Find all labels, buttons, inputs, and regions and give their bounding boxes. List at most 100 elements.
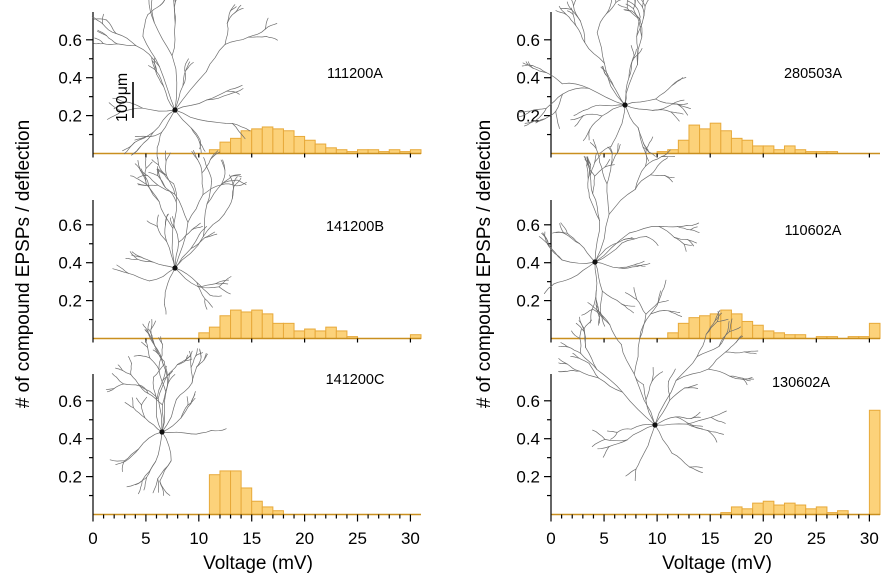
- scale-bar-label: 100μm: [114, 73, 131, 122]
- dendrite: [560, 8, 572, 10]
- dendrite: [604, 439, 628, 442]
- dendrite: [670, 111, 680, 122]
- dendrite: [517, 110, 531, 113]
- dendrite: [658, 225, 678, 228]
- dendrite: [524, 120, 536, 124]
- dendrite: [172, 201, 178, 229]
- histogram-bar: [198, 332, 210, 339]
- y-axis-title: # of compound EPSPs / deflection: [474, 120, 495, 408]
- dendrite: [684, 384, 698, 389]
- dendrite: [578, 370, 599, 379]
- dendrite: [157, 375, 168, 400]
- dendrite: [116, 376, 124, 385]
- dendrite: [159, 66, 176, 111]
- dendrite: [177, 359, 186, 365]
- dendrite: [162, 385, 168, 406]
- dendrite: [121, 460, 125, 472]
- dendrite: [94, 37, 104, 44]
- dendrite: [134, 136, 147, 141]
- dendrite: [683, 243, 693, 246]
- dendrite: [167, 364, 178, 376]
- dendrite: [555, 10, 567, 15]
- dendrite: [642, 0, 644, 8]
- dendrite: [667, 381, 671, 401]
- histogram-bar: [240, 487, 253, 516]
- histogram-bar: [762, 500, 775, 516]
- dendrite: [210, 428, 227, 432]
- dendrite: [233, 177, 242, 186]
- dendrite: [644, 424, 656, 453]
- dendrite: [123, 383, 141, 387]
- dendrite: [132, 145, 142, 155]
- dendrite: [157, 168, 161, 178]
- dendrite: [639, 18, 643, 38]
- dendrite: [164, 303, 167, 315]
- histogram-bar: [741, 320, 754, 339]
- histogram-bar: [261, 126, 274, 155]
- dendrite: [600, 66, 608, 75]
- x-axis-title: Voltage (mV): [662, 553, 772, 574]
- dendrite: [589, 115, 603, 130]
- dendrite: [190, 237, 206, 249]
- dendrite: [589, 142, 597, 149]
- dendrite: [586, 165, 589, 180]
- dendrite: [686, 423, 709, 431]
- dendrite: [621, 236, 647, 244]
- dendrite: [152, 60, 158, 73]
- dendrite: [668, 310, 683, 317]
- dendrite: [548, 245, 563, 261]
- dendrite: [202, 214, 225, 237]
- dendrite: [151, 159, 159, 166]
- dendrite: [601, 290, 622, 305]
- dendrite: [171, 216, 175, 229]
- dendrite: [677, 225, 691, 227]
- dendrite: [624, 104, 639, 128]
- dendrite: [544, 110, 557, 120]
- dendrite: [226, 90, 240, 95]
- dendrite: [633, 8, 641, 20]
- histogram-bar: [251, 500, 263, 516]
- dendrite: [123, 142, 135, 155]
- dendrite: [124, 448, 140, 462]
- neuron-drawing: [91, 0, 278, 160]
- dendrite: [633, 373, 656, 426]
- cell-id-label: 130602A: [772, 375, 830, 391]
- histogram-bar: [219, 470, 232, 516]
- dendrite: [543, 283, 555, 294]
- dendrite: [229, 174, 234, 186]
- dendrite: [174, 236, 204, 269]
- y-tick-label: 0.2: [516, 468, 540, 487]
- dendrite: [204, 233, 218, 238]
- dendrite: [171, 227, 176, 269]
- dendrite: [161, 417, 182, 433]
- dendrite: [613, 85, 626, 106]
- dendrite: [182, 69, 186, 87]
- dendrite: [209, 294, 222, 297]
- dendrite: [579, 316, 585, 329]
- dendrite: [149, 357, 160, 370]
- dendrite: [622, 391, 656, 426]
- dendrite: [558, 5, 567, 15]
- dendrite: [621, 344, 635, 375]
- dendrite: [584, 42, 605, 64]
- dendrite: [626, 424, 656, 441]
- dendrite: [579, 328, 582, 339]
- dendrite: [153, 22, 173, 57]
- histogram-bar: [219, 141, 232, 155]
- dendrite: [174, 222, 189, 269]
- dendrite: [178, 229, 192, 243]
- dendrite: [570, 261, 596, 279]
- dendrite: [102, 43, 118, 45]
- y-tick-label: 0.4: [516, 430, 540, 449]
- dendrite: [710, 410, 727, 418]
- dendrite: [654, 399, 671, 426]
- dendrite: [128, 272, 150, 282]
- y-tick-label: 0.4: [516, 69, 540, 88]
- dendrite: [231, 174, 241, 177]
- dendrite: [165, 152, 171, 162]
- dendrite: [185, 358, 193, 361]
- histogram-bar: [709, 122, 722, 154]
- dendrite: [174, 109, 192, 129]
- dendrite: [600, 145, 612, 154]
- cell-id-label: 280503A: [784, 66, 842, 82]
